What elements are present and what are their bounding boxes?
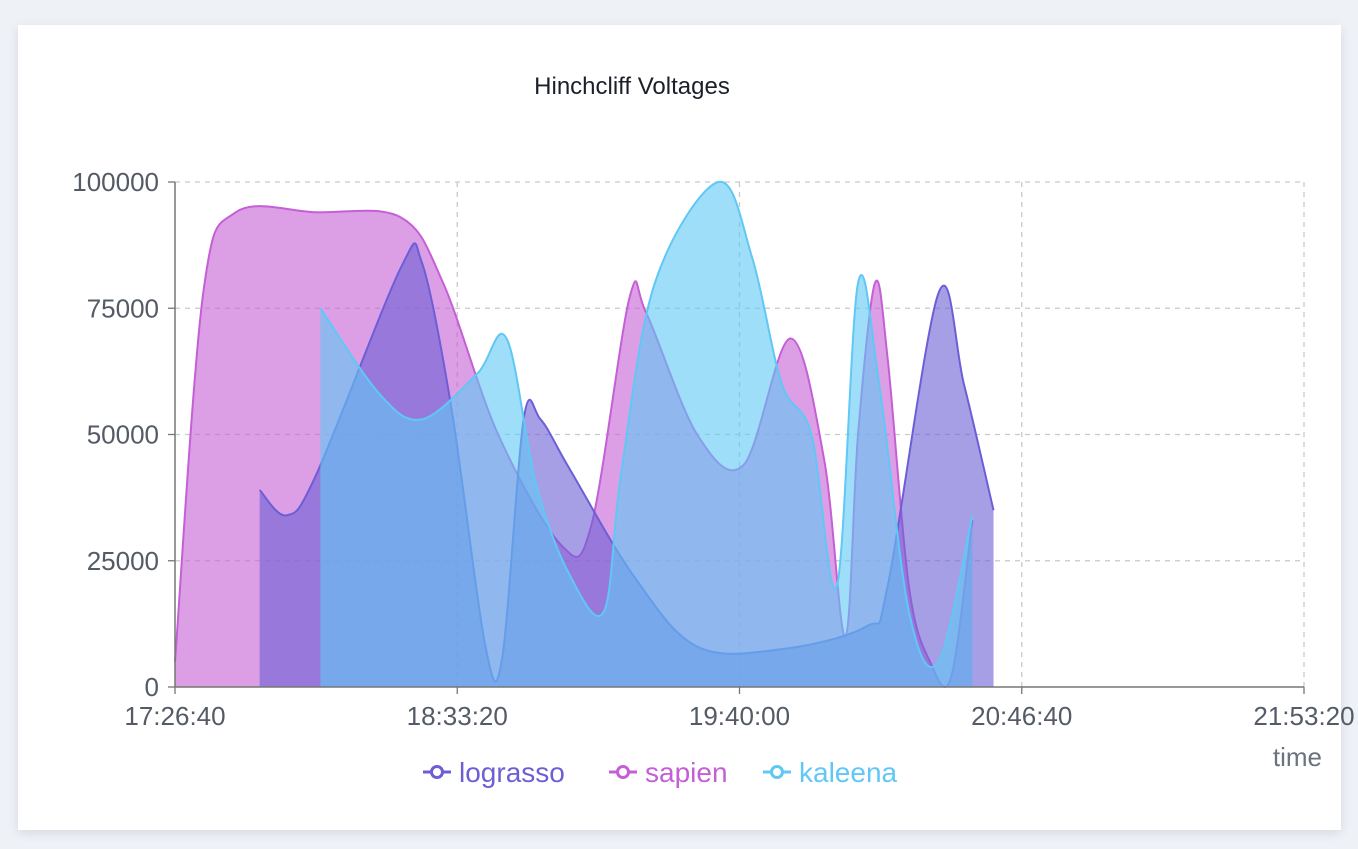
x-tick-label: 17:26:40 — [124, 701, 225, 731]
x-tick-label: 21:53:20 — [1253, 701, 1354, 731]
x-tick-label: 19:40:00 — [689, 701, 790, 731]
legend-marker-circle — [770, 765, 784, 779]
tick-labels: 0 25000 50000 75000 100000 17:26:40 18:33:20 19… — [72, 167, 1354, 731]
legend-marker-circle — [616, 765, 630, 779]
legend-label: sapien — [645, 757, 728, 788]
legend-label: lograsso — [459, 757, 565, 788]
y-tick-label: 75000 — [87, 293, 159, 323]
axes — [168, 181, 1305, 694]
legend: lograsso sapien kaleena — [423, 757, 898, 788]
legend-item-sapien[interactable]: sapien — [609, 757, 728, 788]
legend-item-kaleena[interactable]: kaleena — [763, 757, 898, 788]
legend-label: kaleena — [799, 757, 898, 788]
chart-title: Hinchcliff Voltages — [534, 73, 730, 100]
x-tick-label: 20:46:40 — [971, 701, 1072, 731]
y-tick-label: 50000 — [87, 420, 159, 450]
legend-marker-circle — [430, 765, 444, 779]
legend-item-lograsso[interactable]: lograsso — [423, 757, 565, 788]
y-tick-label: 100000 — [72, 167, 159, 197]
series-area-kaleena — [320, 181, 973, 687]
series-line-kaleena — [319, 180, 974, 669]
series-areas — [174, 180, 995, 688]
y-tick-label: 25000 — [87, 546, 159, 576]
x-tick-label: 18:33:20 — [407, 701, 508, 731]
y-tick-label: 0 — [145, 672, 159, 702]
x-axis-label: time — [1273, 742, 1322, 772]
series-line-lograsso — [258, 242, 995, 683]
